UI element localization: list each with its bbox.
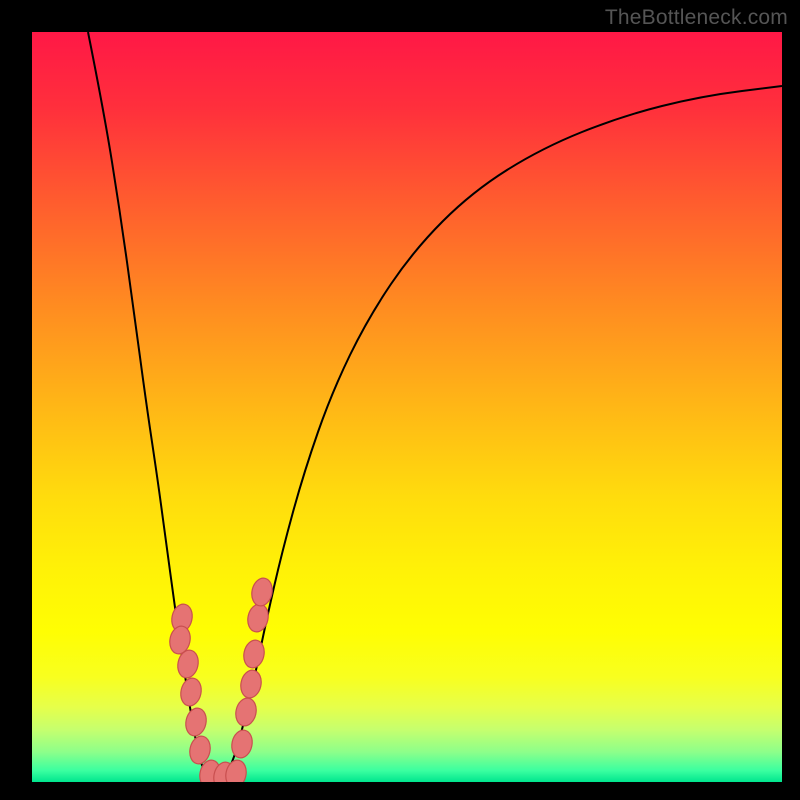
chart-area xyxy=(32,32,782,782)
gradient-background xyxy=(32,32,782,782)
watermark-text: TheBottleneck.com xyxy=(605,6,788,30)
